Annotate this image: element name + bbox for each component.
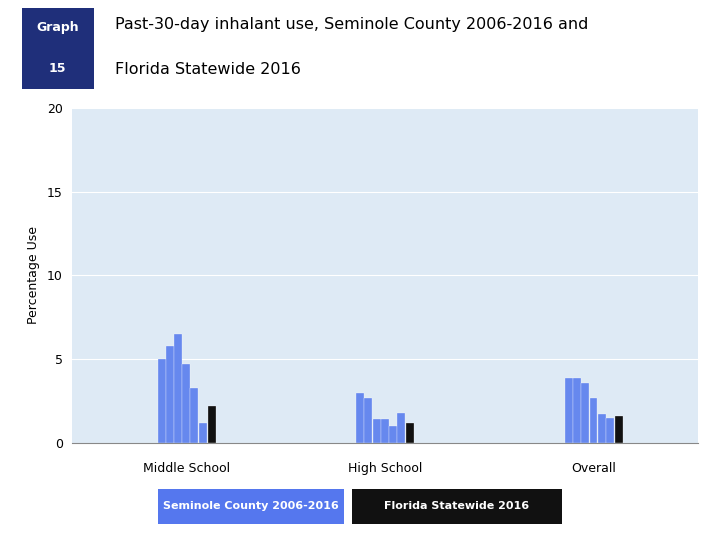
Bar	[598, 414, 606, 443]
Text: Seminole County 2006-2016: Seminole County 2006-2016	[163, 501, 339, 511]
Bar	[397, 413, 405, 443]
Y-axis label: Percentage Use: Percentage Use	[27, 226, 40, 325]
Text: Graph: Graph	[36, 21, 79, 33]
Bar	[174, 334, 182, 443]
Text: 15: 15	[49, 62, 66, 75]
Bar	[381, 420, 389, 443]
Text: High School: High School	[348, 462, 423, 475]
FancyBboxPatch shape	[22, 8, 94, 90]
FancyBboxPatch shape	[158, 489, 344, 524]
Bar	[406, 423, 414, 443]
Text: Past-30-day inhalant use, Seminole County 2006-2016 and: Past-30-day inhalant use, Seminole Count…	[115, 17, 588, 32]
Bar	[199, 423, 207, 443]
Text: Florida Statewide 2016: Florida Statewide 2016	[384, 501, 529, 511]
Bar	[606, 418, 613, 443]
Bar	[158, 359, 166, 443]
Bar	[389, 426, 397, 443]
Text: Florida Statewide 2016: Florida Statewide 2016	[115, 63, 301, 77]
Bar	[565, 377, 573, 443]
Text: Middle School: Middle School	[143, 462, 230, 475]
Bar	[590, 397, 598, 443]
Bar	[208, 406, 216, 443]
Bar	[356, 393, 364, 443]
FancyBboxPatch shape	[352, 489, 562, 524]
Bar	[166, 346, 174, 443]
Text: Overall: Overall	[572, 462, 616, 475]
Bar	[581, 382, 589, 443]
Bar	[182, 364, 190, 443]
Bar	[372, 420, 380, 443]
Bar	[191, 388, 199, 443]
Bar	[364, 397, 372, 443]
Bar	[615, 416, 623, 443]
Bar	[573, 377, 581, 443]
